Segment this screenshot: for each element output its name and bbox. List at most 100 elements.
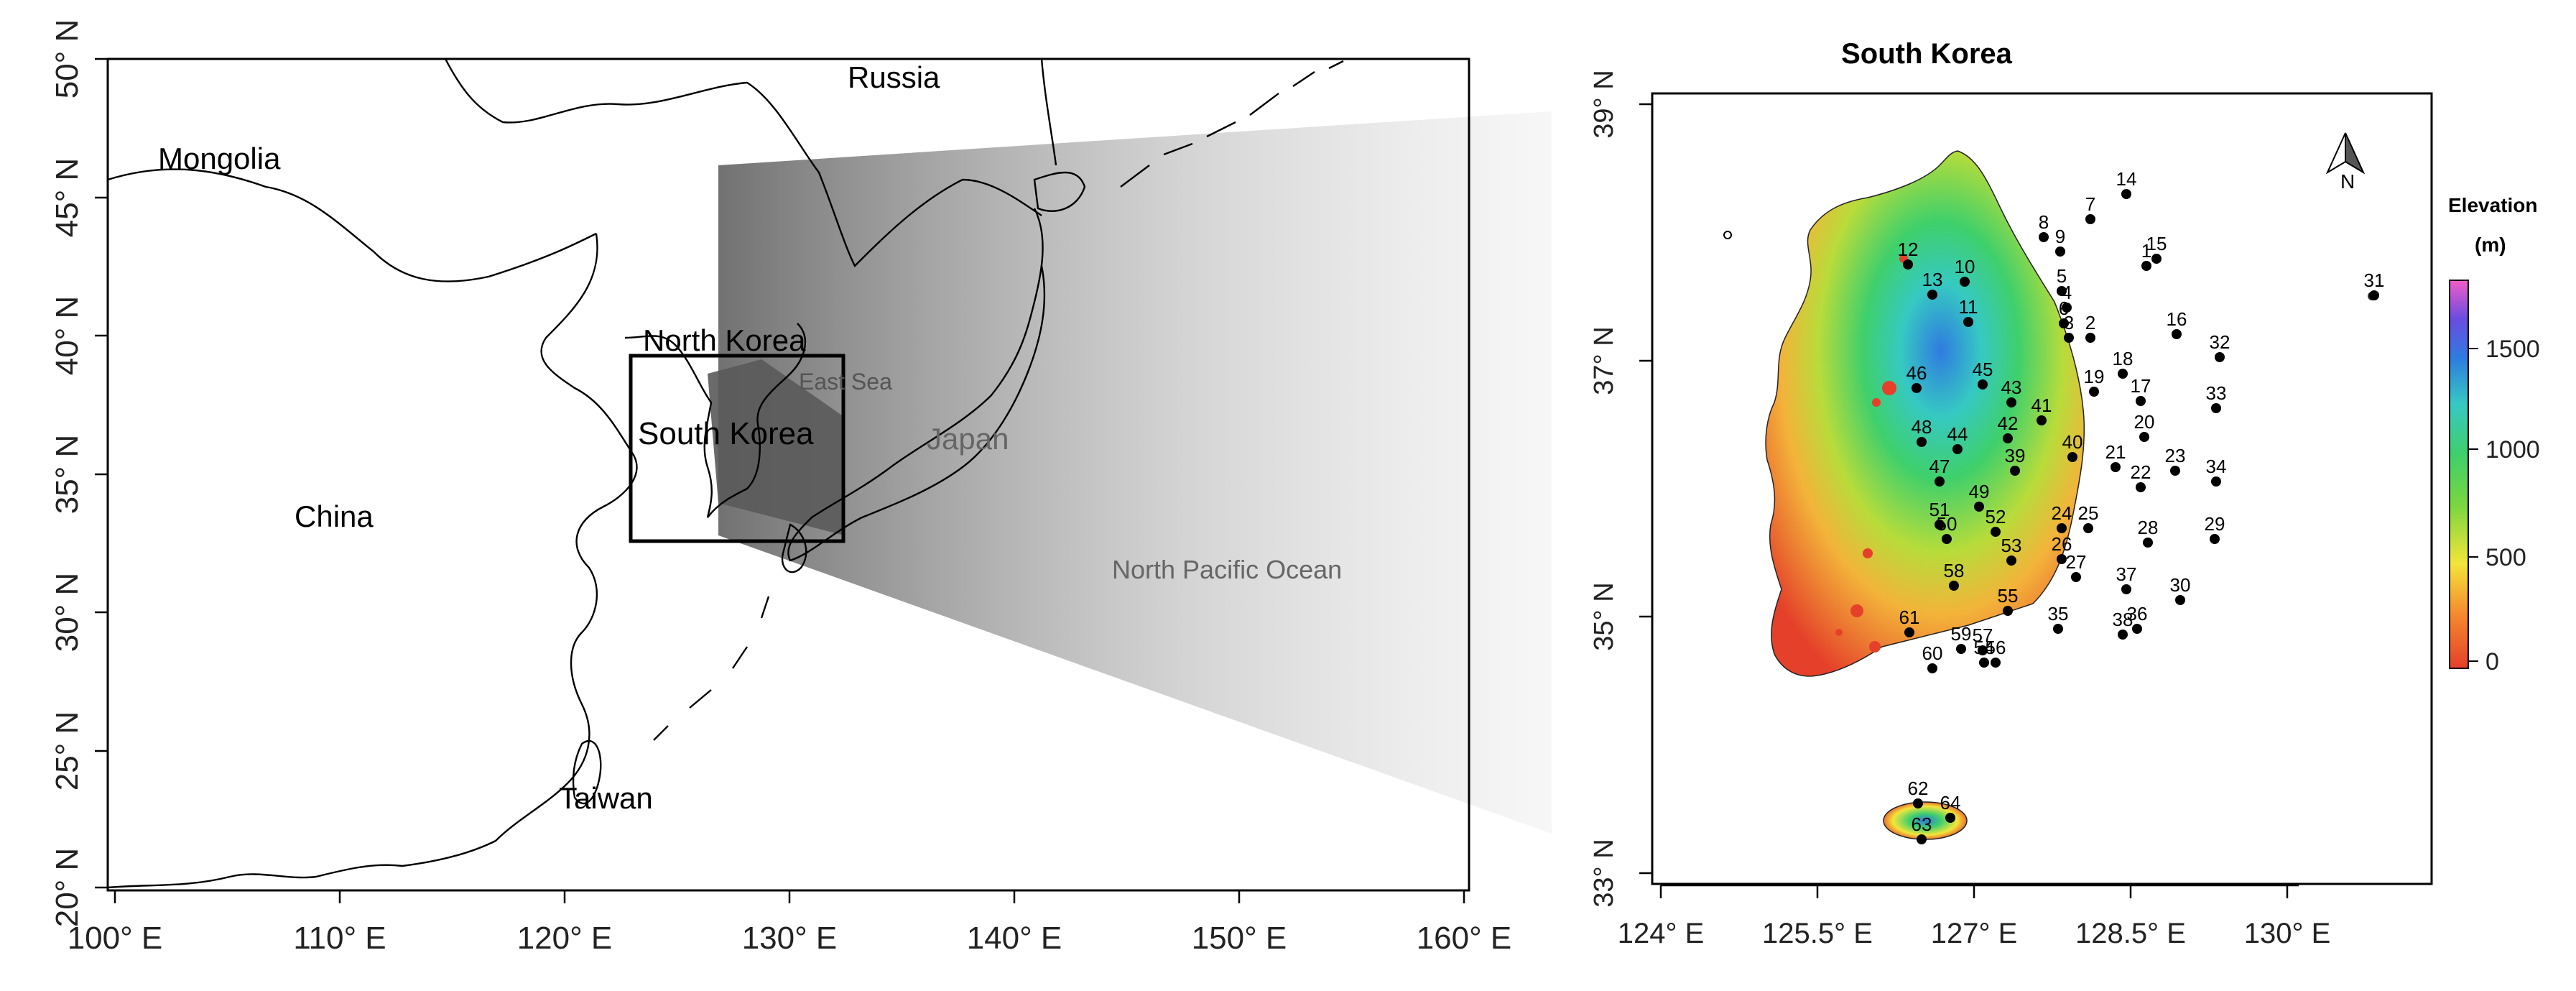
station-label: 14 (2116, 168, 2137, 190)
left-x-tick-label: 100° E (68, 921, 163, 956)
station-marker (2141, 261, 2151, 271)
label-japan: Japan (927, 422, 1009, 456)
station-label: 17 (2131, 375, 2151, 397)
elevation-legend: Elevation (m) 1500 1000 500 0 (2448, 194, 2540, 676)
left-x-tick-label: 120° E (517, 921, 613, 956)
left-x-tick-label: 110° E (293, 921, 386, 956)
station-marker (1903, 259, 1913, 269)
station-label: 12 (1898, 239, 1919, 260)
station-marker (1960, 277, 1970, 287)
station-marker (1949, 581, 1959, 591)
station-marker (1904, 627, 1914, 637)
station-label: 5 (2057, 265, 2067, 287)
station-marker (1917, 834, 1927, 844)
left-y-tick-label: 50° N (50, 19, 85, 99)
station-label: 21 (2105, 441, 2126, 463)
china-coast (107, 233, 638, 889)
station-label: 26 (2052, 533, 2072, 555)
left-y-tick-label: 45° N (50, 158, 85, 238)
station-label: 58 (1944, 560, 1965, 581)
station-label: 44 (1947, 423, 1968, 445)
station-label: 3 (2064, 312, 2074, 333)
right-map-title: South Korea (1841, 38, 2013, 70)
left-x-axis: 100° E 110° E 120° E 130° E 140° E 150° E 160°… (68, 889, 1511, 956)
label-mongolia: Mongolia (158, 142, 281, 175)
station-label: 32 (2210, 331, 2230, 353)
station-marker (2369, 290, 2379, 300)
coastlines (107, 58, 1344, 889)
station-marker (2003, 433, 2013, 443)
station-label: 11 (1959, 296, 1978, 318)
station-marker (2059, 318, 2069, 328)
south-korea-elevation (1765, 150, 2085, 677)
right-x-tick-label: 125.5° E (1762, 918, 1873, 949)
station-label: 60 (1922, 642, 1943, 664)
right-x-tick-label: 124° E (1618, 918, 1705, 949)
station-marker (1991, 658, 2001, 668)
station-label: 1 (2141, 240, 2151, 262)
station-label: 33 (2206, 382, 2227, 404)
station-marker (2071, 572, 2081, 582)
station-label: 56 (1986, 637, 2006, 658)
station-marker (2118, 369, 2128, 379)
station-label: 64 (1940, 792, 1961, 813)
station-marker (2136, 396, 2146, 406)
station-label: 51 (1929, 499, 1950, 520)
station-label: 10 (1955, 256, 1975, 277)
station-marker (2003, 606, 2013, 616)
station-label: 62 (1908, 778, 1929, 799)
label-russia: Russia (848, 60, 940, 94)
station-marker (2151, 254, 2162, 264)
japan-honshu (787, 208, 1046, 562)
mongolia-border (107, 168, 597, 282)
station-marker (2215, 352, 2225, 362)
station-marker (2211, 403, 2221, 413)
right-x-tick-label: 128.5° E (2075, 918, 2186, 949)
station-marker (2132, 624, 2142, 634)
station-label: 61 (1899, 607, 1920, 628)
station-label: 55 (1998, 585, 2019, 607)
label-south-korea: South Korea (638, 416, 814, 451)
legend-tick-label: 1000 (2485, 436, 2540, 464)
station-marker (2062, 303, 2072, 313)
station-marker (2037, 415, 2047, 425)
station-label: 53 (2001, 535, 2022, 556)
label-china: China (295, 499, 374, 533)
label-north-korea: North Korea (643, 323, 806, 357)
station-marker (1963, 317, 1973, 327)
ryukyu-islands (653, 596, 770, 741)
station-label: 13 (1922, 269, 1943, 290)
right-x-tick-label: 130° E (2244, 918, 2331, 949)
left-x-tick-label: 150° E (1192, 921, 1287, 956)
station-marker (1956, 644, 1966, 654)
station-marker (2057, 554, 2067, 564)
station-label: 59 (1951, 623, 1972, 645)
station-marker (1917, 437, 1927, 447)
station-label: 57 (1973, 624, 1993, 646)
station-marker (2211, 476, 2221, 487)
legend-tick-label: 0 (2485, 648, 2499, 676)
legend-colorbar (2449, 280, 2469, 669)
station-label: 31 (2364, 269, 2385, 291)
station-label: 6 (2059, 298, 2069, 319)
station-marker (2010, 466, 2020, 476)
station-label: 16 (2167, 308, 2187, 330)
station-label: 25 (2078, 502, 2099, 524)
station-label: 52 (1986, 506, 2006, 527)
station-marker (1945, 813, 1955, 823)
station-label: 15 (2146, 233, 2167, 254)
legend-tick-label: 500 (2485, 544, 2526, 571)
station-marker (1974, 502, 1984, 512)
taiwan (572, 739, 602, 804)
right-y-tick-label: 33° N (1589, 839, 1619, 907)
station-label: 8 (2039, 211, 2049, 233)
station-label: 39 (2005, 445, 2026, 466)
western-islets (1835, 254, 1908, 653)
left-y-tick-label: 25° N (50, 711, 85, 791)
station-label: 2 (2085, 312, 2095, 333)
russia-border (444, 58, 1042, 268)
station-marker (2143, 538, 2153, 548)
station-label: 43 (2001, 377, 2022, 398)
station-marker (2039, 232, 2049, 242)
station-label: 18 (2113, 348, 2133, 369)
